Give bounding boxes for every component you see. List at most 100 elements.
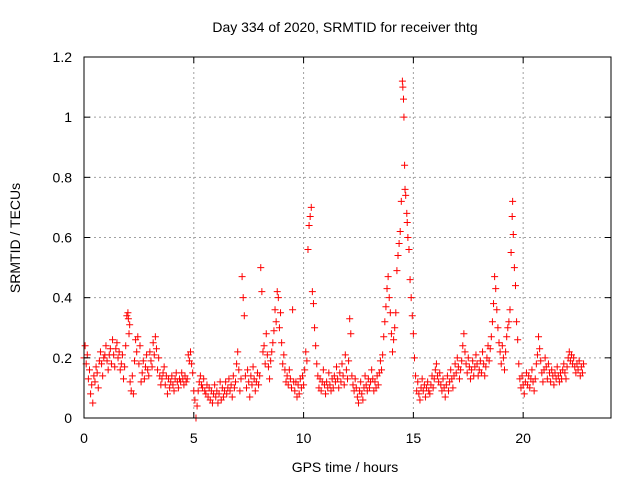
data-point <box>270 327 278 335</box>
data-point <box>358 390 366 398</box>
data-point <box>261 360 269 368</box>
data-point <box>312 342 320 350</box>
data-point <box>227 381 235 389</box>
data-point <box>342 366 350 374</box>
data-point <box>248 381 256 389</box>
x-tick-label: 10 <box>296 430 312 446</box>
data-point <box>100 354 108 362</box>
data-point <box>479 348 487 356</box>
data-point <box>403 218 411 226</box>
data-point <box>311 324 319 332</box>
data-point <box>532 360 540 368</box>
data-point <box>548 366 556 374</box>
data-point <box>346 315 354 323</box>
data-point <box>561 369 569 377</box>
data-point <box>191 396 199 404</box>
data-point <box>131 357 139 365</box>
data-point <box>537 357 545 365</box>
data-point <box>120 375 128 383</box>
data-point <box>474 372 482 380</box>
data-point <box>246 393 254 401</box>
data-point <box>399 95 407 103</box>
data-point <box>110 351 118 359</box>
x-tick-label: 20 <box>515 430 531 446</box>
data-point <box>407 294 415 302</box>
data-point <box>214 399 222 407</box>
data-point <box>256 372 264 380</box>
data-point <box>362 381 370 389</box>
data-point <box>499 354 507 362</box>
data-point <box>487 333 495 341</box>
x-tick-label: 0 <box>80 430 88 446</box>
data-point <box>268 348 276 356</box>
data-point <box>96 348 104 356</box>
data-point <box>286 375 294 383</box>
data-point <box>543 375 551 383</box>
data-point <box>508 212 516 220</box>
data-point <box>238 273 246 281</box>
data-point <box>145 372 153 380</box>
data-point <box>574 366 582 374</box>
x-tick-label: 5 <box>190 430 198 446</box>
data-point <box>405 246 413 254</box>
data-point <box>150 351 158 359</box>
data-point <box>472 351 480 359</box>
data-point <box>507 249 515 257</box>
data-point <box>277 309 285 317</box>
data-point <box>376 357 384 365</box>
y-tick-label: 1.2 <box>53 49 73 65</box>
data-point <box>404 234 412 241</box>
data-point <box>515 360 523 368</box>
data-point <box>445 387 453 395</box>
data-point <box>436 369 444 377</box>
data-point <box>264 363 272 371</box>
data-point <box>304 246 312 254</box>
data-point <box>285 366 293 374</box>
data-point <box>425 387 433 395</box>
data-point <box>183 375 191 383</box>
chart-title: Day 334 of 2020, SRMTID for receiver tht… <box>212 19 477 35</box>
x-axis-label: GPS time / hours <box>292 459 399 475</box>
data-point <box>242 384 250 392</box>
data-point <box>412 372 420 380</box>
data-point <box>468 366 476 374</box>
data-point <box>514 336 522 344</box>
data-point <box>368 366 376 374</box>
data-point <box>408 312 416 320</box>
data-point <box>389 348 397 356</box>
data-point <box>186 348 194 356</box>
data-point <box>99 372 107 380</box>
data-point <box>431 366 439 374</box>
data-point <box>169 381 177 389</box>
data-point <box>509 197 517 205</box>
data-point <box>116 366 124 374</box>
data-point <box>498 342 506 350</box>
data-point <box>418 375 426 383</box>
data-point <box>506 306 514 314</box>
data-point <box>225 375 233 383</box>
data-point <box>92 363 100 371</box>
data-point <box>223 390 231 398</box>
data-point <box>322 390 330 398</box>
data-point <box>415 390 423 398</box>
data-point <box>424 378 432 386</box>
data-point <box>174 384 182 392</box>
data-point <box>325 369 333 377</box>
data-point <box>166 384 174 392</box>
data-point <box>240 312 248 320</box>
data-point <box>528 366 536 374</box>
data-point <box>340 381 348 389</box>
data-point <box>111 363 119 371</box>
data-point <box>122 342 130 350</box>
data-point <box>463 369 471 377</box>
data-point <box>452 369 460 377</box>
data-point <box>211 381 219 389</box>
data-point <box>90 372 98 380</box>
data-point <box>98 360 106 368</box>
data-point <box>495 339 503 347</box>
data-point <box>541 354 549 362</box>
data-point <box>401 161 409 169</box>
data-point <box>459 342 467 350</box>
data-point <box>158 375 166 383</box>
